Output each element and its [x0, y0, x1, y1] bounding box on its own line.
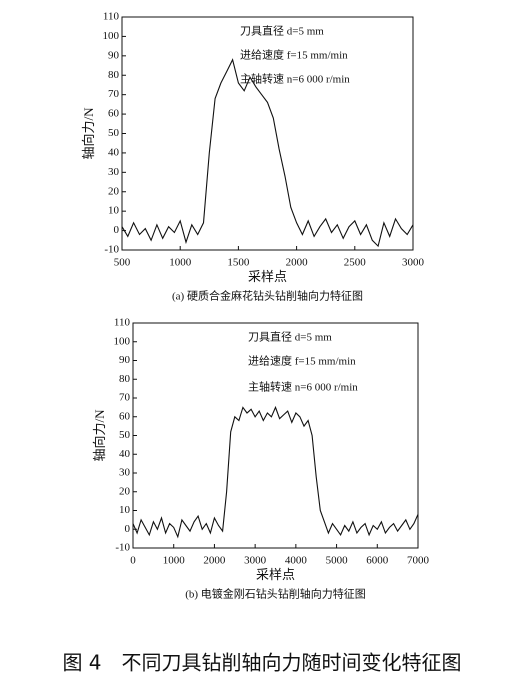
- y-tick-label: 0: [114, 224, 120, 236]
- y-tick-label: 50: [119, 429, 131, 441]
- x-tick-label: 2000: [203, 555, 226, 567]
- y-tick-label: 100: [103, 30, 120, 42]
- y-tick-label: 0: [125, 523, 131, 535]
- x-tick-label: 4000: [285, 555, 308, 567]
- y-tick-label: 40: [108, 146, 120, 158]
- x-tick-label: 3000: [402, 257, 425, 269]
- annotation: 进给速度 f=15 mm/min: [248, 354, 356, 368]
- data-line: [121, 58, 414, 248]
- y-tick-label: 60: [119, 410, 131, 422]
- x-tick-label: 6000: [366, 555, 389, 567]
- x-tick-label: 500: [114, 257, 131, 269]
- x-tick-label: 1500: [227, 257, 250, 269]
- annotation: 主轴转速 n=6 000 r/min: [240, 72, 350, 86]
- y-tick-label: 10: [108, 205, 120, 217]
- y-tick-label: 40: [119, 448, 131, 460]
- y-tick-label: -10: [115, 542, 130, 554]
- y-tick-label: 70: [108, 88, 120, 100]
- y-tick-label: 90: [108, 49, 120, 61]
- x-axis-label: 采样点: [256, 567, 295, 582]
- y-tick-label: -10: [104, 244, 119, 256]
- x-axis-label: 采样点: [248, 269, 287, 284]
- y-axis-label: 轴向力/N: [81, 107, 96, 160]
- x-tick-label: 7000: [407, 555, 430, 567]
- y-tick-label: 10: [119, 504, 131, 516]
- figure-caption: 图 4 不同刀具钻削轴向力随时间变化特征图: [62, 651, 461, 675]
- y-tick-label: 110: [103, 11, 120, 23]
- y-tick-label: 60: [108, 108, 120, 120]
- subplot-caption: (b) 电镀金刚石钻头钻削轴向力特征图: [185, 587, 366, 601]
- y-tick-label: 100: [114, 335, 131, 347]
- subplot-caption: (a) 硬质合金麻花钻头钻削轴向力特征图: [172, 289, 363, 303]
- x-tick-label: 1000: [163, 555, 186, 567]
- annotation: 刀具直径 d=5 mm: [240, 24, 324, 38]
- y-tick-label: 80: [108, 69, 120, 81]
- y-tick-label: 30: [119, 467, 131, 479]
- x-tick-label: 0: [130, 555, 136, 567]
- x-tick-label: 5000: [326, 555, 349, 567]
- y-tick-label: 50: [108, 127, 120, 139]
- x-tick-label: 3000: [244, 555, 267, 567]
- x-tick-label: 2000: [286, 257, 309, 269]
- x-tick-label: 2500: [344, 257, 367, 269]
- y-tick-label: 70: [119, 392, 131, 404]
- y-tick-label: 110: [114, 317, 131, 329]
- annotation: 主轴转速 n=6 000 r/min: [248, 380, 358, 394]
- y-tick-label: 80: [119, 373, 131, 385]
- y-tick-label: 30: [108, 166, 120, 178]
- annotation: 刀具直径 d=5 mm: [248, 330, 332, 344]
- y-axis-label: 轴向力/N: [92, 409, 107, 462]
- y-tick-label: 20: [108, 185, 120, 197]
- annotation: 进给速度 f=15 mm/min: [240, 48, 348, 62]
- x-tick-label: 1000: [169, 257, 192, 269]
- data-line: [132, 405, 419, 539]
- y-tick-label: 20: [119, 485, 131, 497]
- y-tick-label: 90: [119, 354, 131, 366]
